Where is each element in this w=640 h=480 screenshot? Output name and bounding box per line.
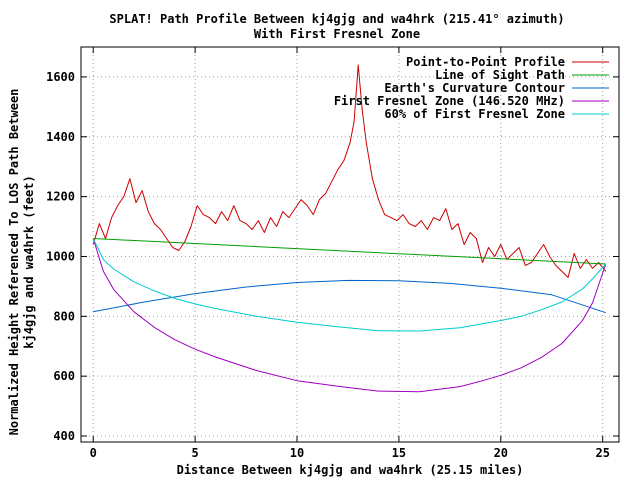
x-tick-label: 10: [290, 446, 304, 460]
x-tick-label: 20: [494, 446, 508, 460]
x-tick-label: 15: [392, 446, 406, 460]
y-tick-label: 1000: [46, 249, 75, 263]
legend-label: Earth's Curvature Contour: [384, 81, 565, 95]
y-tick-label: 1200: [46, 190, 75, 204]
y-tick-label: 600: [53, 369, 75, 383]
x-tick-label: 5: [192, 446, 199, 460]
fresnel-60-line: [92, 238, 607, 332]
y-tick-label: 400: [53, 429, 75, 443]
chart-title-line2: With First Fresnel Zone: [254, 27, 420, 41]
y-axis-label-line2: kj4gjg and wa4hrk (feet): [22, 175, 36, 348]
profile-line: [92, 64, 607, 278]
legend-label: 60% of First Fresnel Zone: [384, 107, 565, 121]
y-tick-labels: 400 600 800 1000 1200 1400 1600: [46, 70, 75, 443]
data-series: [92, 64, 607, 393]
chart-title-line1: SPLAT! Path Profile Between kj4gjg and w…: [109, 12, 564, 26]
fresnel-zone-line: [92, 238, 607, 393]
line-of-sight-line: [93, 238, 606, 265]
y-tick-label: 1400: [46, 130, 75, 144]
x-axis-label: Distance Between kj4gjg and wa4hrk (25.1…: [177, 463, 524, 477]
y-tick-label: 800: [53, 309, 75, 323]
grid-lines: [81, 47, 619, 442]
x-tick-labels: 0 5 10 15 20 25: [90, 446, 610, 460]
y-tick-label: 1600: [46, 70, 75, 84]
legend-label: Line of Sight Path: [435, 68, 565, 82]
plot-frame: [80, 46, 620, 443]
x-tick-label: 0: [90, 446, 97, 460]
legend-label: Point-to-Point Profile: [406, 55, 565, 69]
y-axis-label-line1: Normalized Height Referenced To LOS Path…: [7, 89, 21, 436]
tick-marks: [81, 47, 619, 442]
legend-label: First Fresnel Zone (146.520 MHz): [334, 94, 565, 108]
x-tick-label: 25: [595, 446, 609, 460]
earth-curvature-line: [93, 279, 606, 314]
